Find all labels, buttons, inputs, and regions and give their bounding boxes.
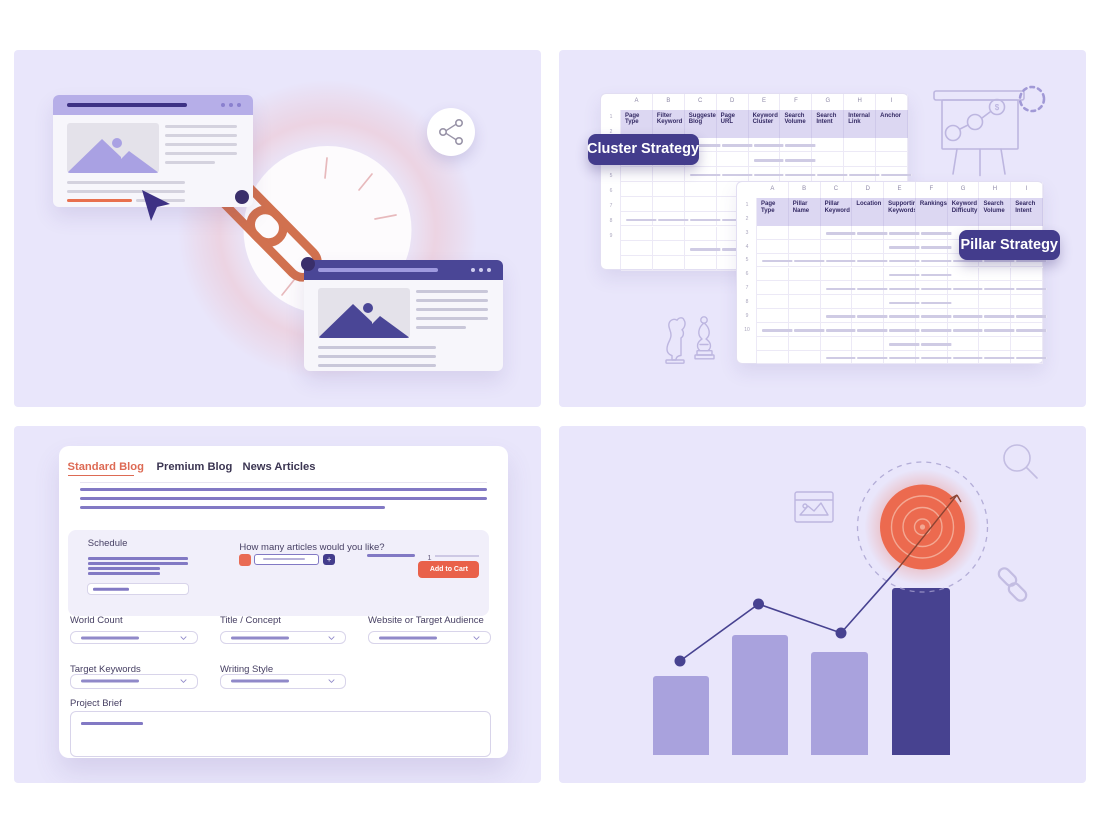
svg-text:$: $ [995,103,1000,112]
